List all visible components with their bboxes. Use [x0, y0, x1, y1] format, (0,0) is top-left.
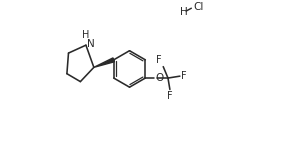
- Text: F: F: [156, 55, 162, 65]
- Text: O: O: [155, 73, 164, 83]
- Polygon shape: [94, 58, 114, 67]
- Text: Cl: Cl: [194, 2, 204, 12]
- Text: F: F: [167, 91, 173, 101]
- Text: H: H: [82, 30, 90, 40]
- Text: H: H: [180, 7, 188, 17]
- Text: F: F: [181, 71, 187, 81]
- Text: N: N: [87, 39, 95, 49]
